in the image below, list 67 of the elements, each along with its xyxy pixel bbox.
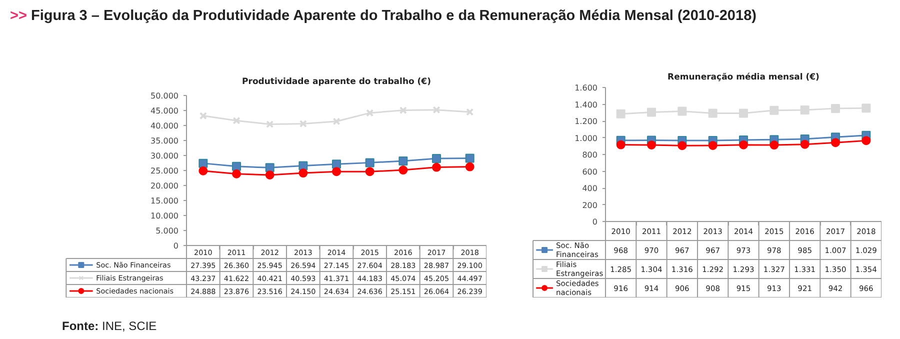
y-tick-label: 600 <box>582 167 598 176</box>
point <box>465 162 474 172</box>
point <box>647 140 656 150</box>
y-tick-label: 30.000 <box>150 152 179 160</box>
point <box>800 106 810 115</box>
chart-title: Remuneração média mensal (€) <box>668 72 820 83</box>
point <box>332 118 340 126</box>
point <box>739 140 748 150</box>
point <box>398 156 408 166</box>
y-tick-label: 200 <box>582 200 598 210</box>
y-tick-label: 50.000 <box>150 92 179 100</box>
point <box>678 141 687 150</box>
point <box>678 106 687 116</box>
point <box>398 166 408 175</box>
y-tick-label: 25.000 <box>150 166 179 176</box>
source-note: Fonte: INE, SCIE <box>62 318 157 335</box>
point <box>298 161 308 170</box>
point <box>800 140 810 149</box>
point <box>770 140 779 150</box>
y-tick-label: 800 <box>582 150 598 160</box>
y-tick-label: 10.000 <box>150 212 179 220</box>
point <box>365 167 374 176</box>
point <box>647 108 656 117</box>
y-tick-label: 1.400 <box>574 100 598 110</box>
y-tick-label: 1.600 <box>574 84 598 92</box>
point <box>232 169 241 178</box>
y-tick-label: 1.200 <box>574 117 598 126</box>
point <box>332 167 341 176</box>
point <box>770 106 779 115</box>
point <box>862 104 871 113</box>
point <box>862 136 871 146</box>
point <box>708 108 718 118</box>
point <box>266 120 274 128</box>
point <box>332 160 341 169</box>
y-tick-label: 1.000 <box>574 134 598 143</box>
point <box>432 106 440 114</box>
point <box>831 138 840 148</box>
point <box>265 163 274 172</box>
y-tick-label: 35.000 <box>150 136 179 146</box>
point <box>298 168 308 178</box>
point <box>739 108 748 118</box>
point <box>432 162 441 172</box>
y-tick-label: 0 <box>592 218 598 226</box>
point <box>708 140 718 150</box>
y-tick-label: 0 <box>173 242 179 250</box>
point <box>616 140 626 150</box>
point <box>616 109 626 118</box>
y-tick-label: 20.000 <box>150 182 179 190</box>
y-tick-label: 45.000 <box>150 106 179 116</box>
point <box>366 109 374 117</box>
y-tick-label: 40.000 <box>150 122 179 130</box>
point <box>399 106 407 114</box>
chart-subtitle: Produtividade aparente do trabalho (€) <box>242 77 432 87</box>
y-tick-label: 400 <box>582 184 598 193</box>
point <box>232 116 240 124</box>
point <box>831 104 840 113</box>
point <box>465 154 474 163</box>
point <box>365 158 374 168</box>
point <box>265 170 274 180</box>
point <box>432 154 441 164</box>
point <box>198 166 208 176</box>
point <box>198 158 208 168</box>
point <box>299 120 307 128</box>
y-tick-label: 5.000 <box>156 226 179 236</box>
y-tick-label: 15.000 <box>150 196 179 206</box>
point <box>232 162 241 171</box>
chart-title: >> Figura 3 – Evolução da Produtividade Aparente do Trabalho e da Remuneração Média Mensal (2010-2018) <box>10 8 756 24</box>
